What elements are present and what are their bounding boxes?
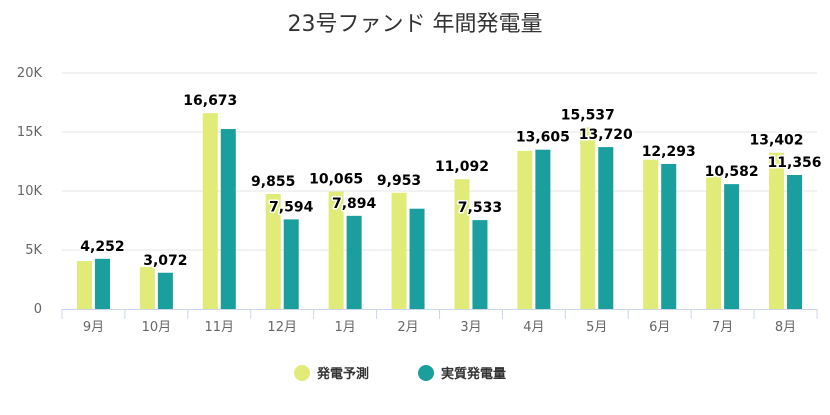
bar bbox=[157, 272, 173, 309]
chart-title: 23号ファンド 年間発電量 bbox=[288, 12, 543, 37]
bar bbox=[535, 149, 551, 309]
x-tick-label: 9月 bbox=[83, 320, 104, 335]
data-label: 11,092 bbox=[435, 159, 489, 175]
y-tick-label: 10K bbox=[17, 184, 43, 199]
x-tick-label: 2月 bbox=[397, 320, 418, 335]
x-tick-label: 6月 bbox=[649, 320, 670, 335]
y-tick-label: 0 bbox=[34, 302, 42, 317]
data-label: 7,533 bbox=[458, 200, 502, 216]
bar bbox=[769, 152, 785, 309]
data-label: 13,605 bbox=[516, 130, 570, 146]
legend-marker bbox=[418, 365, 434, 381]
bar bbox=[598, 147, 614, 309]
data-label: 13,720 bbox=[579, 127, 633, 143]
bar bbox=[391, 192, 407, 309]
legend: 発電予測 実質発電量 bbox=[294, 365, 506, 382]
data-label: 16,673 bbox=[183, 93, 237, 109]
bar bbox=[76, 260, 92, 309]
bar bbox=[346, 215, 362, 309]
data-label: 13,402 bbox=[750, 133, 804, 149]
data-label: 3,072 bbox=[143, 253, 187, 269]
x-tick-label: 10月 bbox=[142, 320, 172, 335]
bar bbox=[787, 174, 803, 309]
bars bbox=[76, 113, 803, 310]
bar bbox=[265, 193, 281, 309]
bar bbox=[580, 127, 596, 309]
bar bbox=[202, 113, 218, 310]
bar bbox=[328, 191, 344, 309]
data-label: 11,356 bbox=[768, 155, 822, 171]
x-tick-label: 12月 bbox=[267, 320, 297, 335]
bar bbox=[472, 220, 488, 309]
data-label: 9,953 bbox=[377, 173, 421, 189]
y-tick-label: 20K bbox=[17, 66, 43, 81]
data-label: 9,855 bbox=[251, 174, 295, 190]
data-label: 10,065 bbox=[309, 172, 363, 188]
bar bbox=[139, 267, 155, 309]
bar bbox=[661, 163, 677, 309]
data-labels: 16,673 9,855 10,065 9,953 11,092 15,537 13,402… bbox=[79, 92, 823, 271]
grid-lines bbox=[62, 72, 817, 251]
data-label: 7,894 bbox=[332, 196, 377, 212]
x-tick-label: 3月 bbox=[460, 320, 481, 335]
bar bbox=[724, 184, 740, 309]
data-label: 12,293 bbox=[642, 144, 696, 160]
y-tick-label: 15K bbox=[17, 125, 43, 140]
x-tick-label: 5月 bbox=[586, 320, 607, 335]
data-label: 4,252 bbox=[80, 239, 124, 255]
bar bbox=[283, 219, 299, 309]
data-label: 15,537 bbox=[561, 107, 615, 123]
legend-marker bbox=[294, 365, 310, 381]
x-tick-label: 1月 bbox=[334, 320, 355, 335]
y-tick-label: 5K bbox=[25, 243, 42, 258]
y-axis-ticks: 0 5K 10K 15K 20K bbox=[17, 66, 43, 317]
bar bbox=[94, 258, 110, 309]
bar bbox=[706, 175, 722, 309]
bar bbox=[454, 179, 470, 309]
bar bbox=[220, 129, 236, 309]
data-label: 7,594 bbox=[269, 199, 314, 215]
x-tick-label: 11月 bbox=[205, 320, 235, 335]
x-tick-label: 8月 bbox=[775, 320, 796, 335]
bar bbox=[517, 150, 533, 309]
x-axis: 9月 10月 11月 12月 1月 2月 3月 4月 5月 6月 7月 8月 bbox=[61, 309, 818, 335]
bar bbox=[643, 159, 659, 309]
bar bbox=[409, 208, 425, 309]
legend-label: 実質発電量 bbox=[441, 366, 506, 382]
x-tick-label: 4月 bbox=[523, 320, 544, 335]
x-tick-label: 7月 bbox=[712, 320, 733, 335]
data-label: 10,582 bbox=[705, 164, 759, 180]
legend-label: 発電予測 bbox=[316, 366, 369, 382]
